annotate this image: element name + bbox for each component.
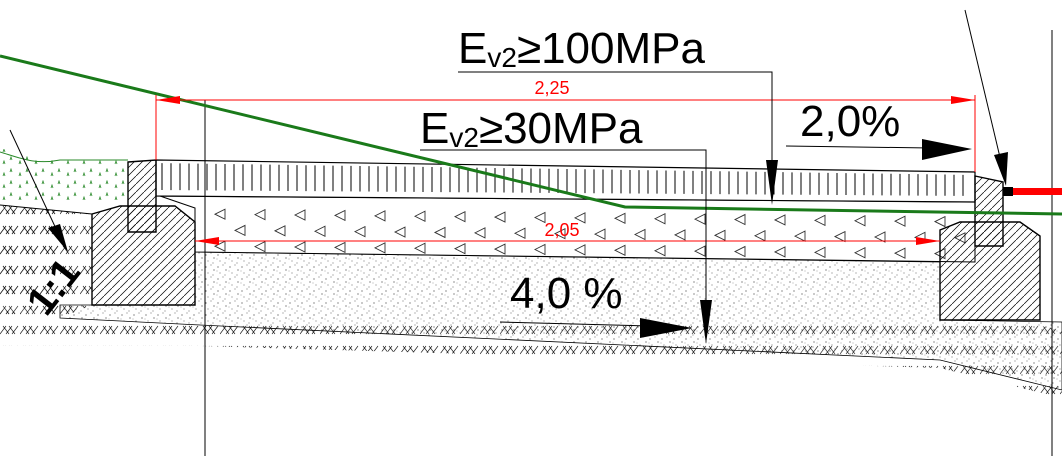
edge-marker-end bbox=[1003, 187, 1013, 196]
grass-area bbox=[0, 148, 128, 200]
base-layer-triangles bbox=[213, 208, 966, 260]
embankment-hatch bbox=[0, 205, 92, 318]
existing-ground-line bbox=[0, 54, 1062, 216]
dimension-total-label: 2,25 bbox=[534, 78, 569, 98]
slope-bottom-arrow-line bbox=[499, 321, 651, 327]
subsoil-lower-hatch bbox=[0, 320, 1062, 456]
ev2-lower-label: Ev2≥30MPa bbox=[420, 104, 643, 153]
surface-layer-ticks bbox=[161, 163, 964, 196]
subsoil-band bbox=[0, 310, 1062, 398]
grass-outline bbox=[0, 151, 128, 163]
embankment-line bbox=[0, 204, 93, 215]
right-curb-stone bbox=[974, 175, 1004, 247]
slope-top-arrow bbox=[922, 139, 972, 160]
dimension-inner bbox=[195, 237, 940, 245]
left-curb-stone bbox=[127, 159, 157, 233]
edge-marker bbox=[1003, 188, 1062, 195]
slope-bottom-label: 4,0 % bbox=[510, 269, 623, 318]
dimension-inner-label: 2,05 bbox=[544, 220, 579, 240]
ev2-lower-arrow bbox=[700, 300, 712, 344]
edge-leader-arrow bbox=[994, 152, 1008, 186]
right-curb-foundation bbox=[939, 221, 1041, 321]
slope-bottom-arrow bbox=[640, 318, 692, 338]
ev2-upper-leader bbox=[458, 71, 773, 190]
dimension-total bbox=[155, 95, 976, 172]
slope-top-arrow-line bbox=[785, 145, 931, 149]
ev2-upper-label: Ev2≥100MPa bbox=[458, 24, 705, 73]
ev2-upper-arrow bbox=[766, 160, 778, 205]
ev2-lower-leader bbox=[420, 149, 707, 320]
embankment-leader-arrow bbox=[48, 224, 68, 252]
edge-leader bbox=[964, 9, 1004, 171]
slope-top-label: 2,0% bbox=[800, 97, 900, 146]
